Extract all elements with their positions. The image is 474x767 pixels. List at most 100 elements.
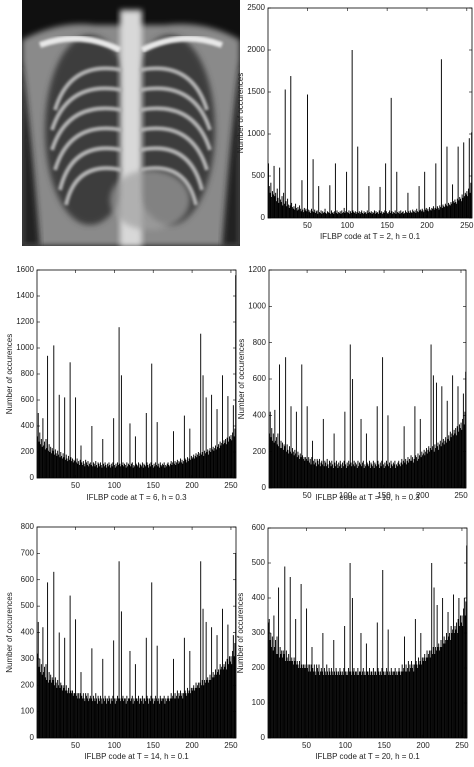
- bar: [276, 444, 278, 488]
- bar: [391, 671, 393, 738]
- bar: [137, 466, 139, 478]
- bar: [61, 455, 63, 478]
- bar: [84, 701, 86, 738]
- bar: [96, 698, 98, 738]
- bar: [415, 212, 417, 218]
- bar: [219, 664, 221, 738]
- bar: [303, 668, 305, 738]
- bar: [178, 693, 180, 738]
- bar: [117, 465, 119, 478]
- bar: [47, 355, 49, 478]
- bar: [53, 345, 55, 478]
- bar: [312, 159, 314, 218]
- bar: [459, 428, 461, 488]
- bar: [227, 624, 229, 738]
- bar: [121, 465, 123, 478]
- bar: [289, 205, 291, 218]
- bar: [411, 668, 413, 738]
- bar: [66, 690, 68, 738]
- bar: [343, 668, 345, 738]
- bar: [362, 671, 363, 738]
- bar: [222, 375, 223, 478]
- bar: [305, 458, 307, 488]
- bar: [205, 621, 207, 738]
- bar: [401, 212, 403, 218]
- bar: [312, 460, 314, 488]
- bar: [280, 202, 282, 218]
- bar: [438, 449, 440, 488]
- bar: [88, 466, 90, 478]
- bar: [345, 468, 347, 488]
- histogram-panel: 0 100 200 300 400 500 600 700 800 50 100 150 200 250 I…: [5, 522, 238, 761]
- bar: [421, 664, 423, 738]
- bar: [113, 418, 115, 478]
- bar: [37, 653, 38, 738]
- bar: [78, 693, 80, 738]
- bar: [211, 677, 213, 738]
- bar: [181, 459, 183, 478]
- bar: [301, 180, 303, 218]
- bar: [446, 633, 447, 738]
- x-axis-label: IFLBP code at T = 20, h = 0.1: [315, 752, 420, 761]
- bar: [85, 693, 87, 738]
- bar: [163, 695, 165, 738]
- bar: [143, 698, 145, 738]
- bar: [280, 654, 282, 738]
- bar: [185, 693, 187, 738]
- bar: [280, 440, 282, 488]
- bar: [59, 687, 61, 738]
- bar: [452, 375, 454, 488]
- bar: [339, 466, 340, 488]
- bar: [341, 671, 343, 738]
- bar: [48, 444, 50, 478]
- bar: [449, 640, 451, 738]
- bar: [357, 146, 359, 218]
- bar: [86, 698, 88, 738]
- bar: [97, 462, 99, 478]
- bar: [303, 457, 305, 488]
- bar: [78, 461, 80, 478]
- bar: [92, 695, 94, 738]
- bar: [81, 695, 83, 738]
- bar: [327, 464, 329, 488]
- bar: [93, 698, 95, 738]
- bar: [92, 701, 94, 738]
- bar: [320, 210, 322, 218]
- bar: [344, 411, 346, 488]
- bar: [271, 636, 273, 738]
- bar: [414, 210, 416, 218]
- bar: [361, 675, 363, 738]
- bar: [175, 465, 177, 478]
- bar: [424, 455, 426, 488]
- bar: [272, 194, 274, 218]
- bar: [354, 212, 356, 218]
- y-tick-label: 0: [262, 483, 267, 492]
- bar: [451, 633, 453, 738]
- bar: [434, 654, 436, 738]
- bar: [366, 462, 368, 488]
- bar: [127, 463, 129, 478]
- bar: [325, 466, 327, 488]
- bar: [457, 146, 459, 218]
- bar: [421, 208, 423, 218]
- bar: [272, 440, 273, 488]
- bar: [300, 457, 302, 488]
- bar: [376, 675, 377, 738]
- bar: [40, 664, 42, 738]
- y-tick-label: 600: [21, 575, 35, 584]
- bar: [319, 212, 320, 218]
- x-tick-label: 250: [454, 491, 468, 500]
- bar: [90, 698, 92, 738]
- bar: [353, 668, 355, 738]
- bar: [445, 437, 447, 488]
- bar: [391, 211, 393, 218]
- bar: [460, 422, 462, 488]
- bar: [431, 207, 433, 218]
- bar: [338, 212, 340, 218]
- bar: [110, 463, 112, 478]
- bar: [404, 462, 406, 488]
- bar: [289, 451, 291, 488]
- bar: [366, 210, 368, 218]
- bar: [460, 615, 461, 738]
- bar: [426, 650, 428, 738]
